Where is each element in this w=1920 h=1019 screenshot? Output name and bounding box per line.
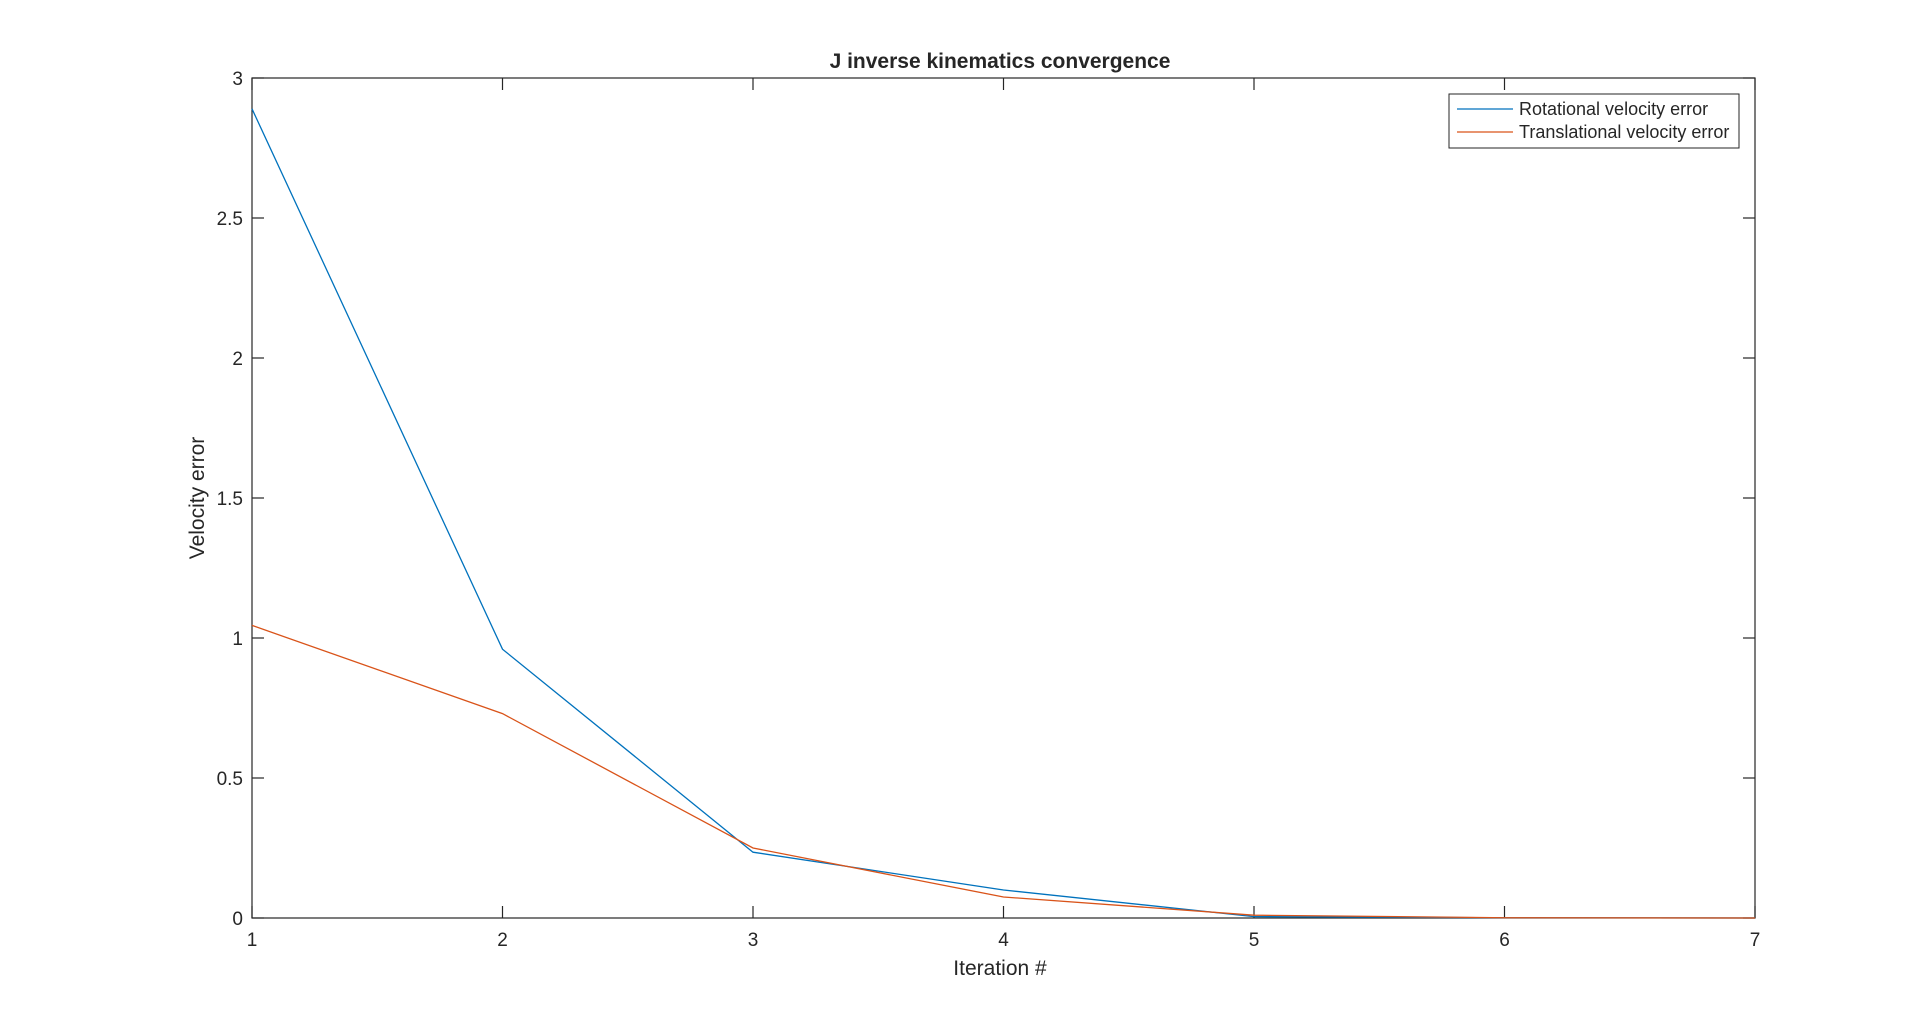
y-tick-label: 1 <box>232 629 243 650</box>
x-tick-label: 3 <box>748 930 759 951</box>
y-tick-label: 2 <box>232 349 243 370</box>
y-tick-label: 3 <box>232 69 243 90</box>
y-tick-label: 2.5 <box>217 209 243 230</box>
y-tick-label: 0.5 <box>217 769 243 790</box>
axes-box <box>251 77 1756 919</box>
plot-area: 1 2 3 4 5 6 7 0 0.5 1 1.5 2 2.5 3 Rotational velocity … <box>217 69 1761 951</box>
y-tick-label: 1.5 <box>217 489 243 510</box>
chart-title: J inverse kinematics convergence <box>830 50 1171 73</box>
x-tick-label: 4 <box>998 930 1009 951</box>
y-axis-title: Velocity error <box>186 437 209 560</box>
legend-box <box>1448 93 1740 149</box>
x-tick-label: 7 <box>1750 930 1761 951</box>
series-line-translational <box>251 624 1756 919</box>
legend-label: Translational velocity error <box>1519 122 1729 142</box>
y-tick-label: 0 <box>232 909 243 930</box>
x-tick-label: 5 <box>1249 930 1260 951</box>
x-axis-title: Iteration # <box>953 957 1047 980</box>
legend-label: Rotational velocity error <box>1519 99 1708 119</box>
x-tick-label: 2 <box>497 930 508 951</box>
x-tick-label: 1 <box>247 930 258 951</box>
x-tick-label: 6 <box>1499 930 1510 951</box>
